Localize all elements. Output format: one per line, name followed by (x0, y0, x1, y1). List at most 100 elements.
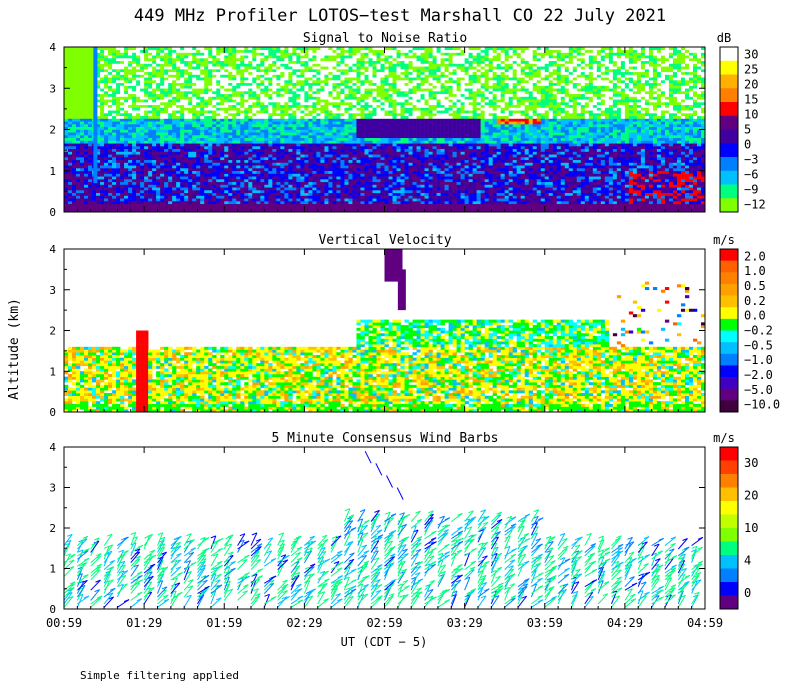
wind-barb-flag (536, 556, 543, 560)
wind-barb-flag (82, 579, 88, 583)
wind-barb-flag (388, 562, 395, 566)
wind-barb-flag (590, 543, 596, 547)
wind-barb (223, 576, 230, 591)
y-tick-label: 2 (49, 522, 56, 535)
wind-barb-flag (67, 533, 73, 537)
colorbar-segment (720, 528, 738, 542)
wind-barb (410, 565, 422, 577)
wind-barb-flag (391, 578, 397, 582)
wind-barb (450, 526, 463, 536)
wind-barb (410, 518, 423, 529)
wind-barb (677, 556, 685, 570)
wind-barb (651, 558, 661, 570)
wind-barb (103, 544, 114, 557)
wind-barb-flag (428, 510, 434, 514)
wind-barb (237, 559, 248, 570)
wind-barb-flag (399, 512, 405, 516)
wind-barb-flag (417, 591, 423, 595)
wind-barb (597, 580, 604, 594)
wind-barb-flag (190, 561, 197, 565)
colorbar-segment (720, 157, 738, 172)
wind-barb (477, 509, 487, 522)
colorbar: 30 20 10 4 0 (719, 446, 758, 610)
wind-barb-flag (376, 584, 382, 587)
wind-barb (357, 544, 368, 557)
wind-barb (157, 594, 169, 605)
wind-barb (477, 555, 488, 567)
wind-barb-flag (202, 579, 208, 583)
wind-barb (304, 573, 315, 584)
wind-barb-flag (658, 585, 664, 589)
wind-barb (491, 585, 504, 595)
wind-barb-flag (217, 538, 224, 541)
colorbar-segment (720, 198, 738, 213)
wind-barb (490, 536, 500, 550)
wind-barb (504, 523, 517, 533)
wind-barb (223, 543, 233, 557)
wind-barb-flag (551, 596, 557, 599)
wind-barb (370, 557, 380, 570)
wind-barb-flag (310, 588, 316, 592)
wind-barb-flag (319, 570, 326, 574)
wind-barb (64, 587, 75, 598)
wind-barb (263, 550, 273, 563)
wind-barb-flag (163, 598, 170, 602)
wind-barb (410, 587, 423, 598)
wind-barb (375, 463, 383, 476)
wind-barb-flag (470, 560, 476, 564)
wind-barb (544, 547, 554, 560)
wind-barb-flag (510, 526, 516, 529)
wind-barb-flag (546, 588, 553, 591)
wind-barb-flag (109, 587, 116, 591)
wind-barb (250, 593, 261, 605)
colorbar-segment (720, 353, 738, 366)
wind-barb (304, 566, 315, 577)
wind-barb-flag (630, 593, 636, 597)
wind-barb-flag (84, 548, 90, 552)
wind-barb (464, 552, 471, 567)
wind-barb (677, 587, 685, 601)
colorbar-label: −0.2 (744, 324, 773, 338)
wind-barb (384, 534, 394, 546)
wind-barb-flag (177, 591, 183, 595)
wind-barb-flag (510, 523, 517, 527)
wind-barb (170, 590, 177, 605)
wind-barb-flag (83, 595, 90, 599)
wind-barb (210, 573, 222, 584)
wind-barb (544, 550, 552, 563)
wind-barb-flag (575, 568, 581, 572)
panel-title: 5 Minute Consensus Wind Barbs (272, 431, 499, 446)
wind-barb-flag (616, 535, 622, 539)
wind-barb (424, 551, 434, 563)
wind-barb (384, 587, 391, 601)
wind-barb (571, 556, 582, 567)
colorbar-label: 0.0 (744, 309, 766, 323)
wind-barb (517, 525, 525, 539)
wind-barb (223, 555, 234, 567)
wind-barb (143, 575, 154, 588)
wind-barb (410, 581, 420, 594)
wind-barb-flag (658, 589, 664, 593)
colorbar-segment (720, 514, 738, 529)
x-tick-label: 02:59 (366, 616, 402, 630)
wind-barb (384, 546, 396, 557)
wind-barb (143, 549, 156, 560)
wind-barb (530, 570, 537, 584)
wind-barb-flag (213, 540, 219, 544)
wind-barb (531, 577, 543, 588)
wind-barb (183, 594, 192, 608)
wind-barb (611, 576, 622, 588)
wind-barb (557, 588, 567, 601)
wind-barb (691, 546, 698, 560)
wind-barb (464, 510, 474, 522)
wind-barb (477, 582, 487, 594)
wind-barb-flag (697, 536, 704, 540)
wind-barb-flag (107, 544, 113, 548)
colorbar-segment (720, 74, 738, 89)
wind-barb-flag (561, 588, 567, 592)
wind-barb (103, 579, 114, 591)
colorbar-segment (720, 295, 738, 308)
wind-barb-flag (653, 543, 660, 547)
wind-barb-flag (437, 552, 444, 556)
